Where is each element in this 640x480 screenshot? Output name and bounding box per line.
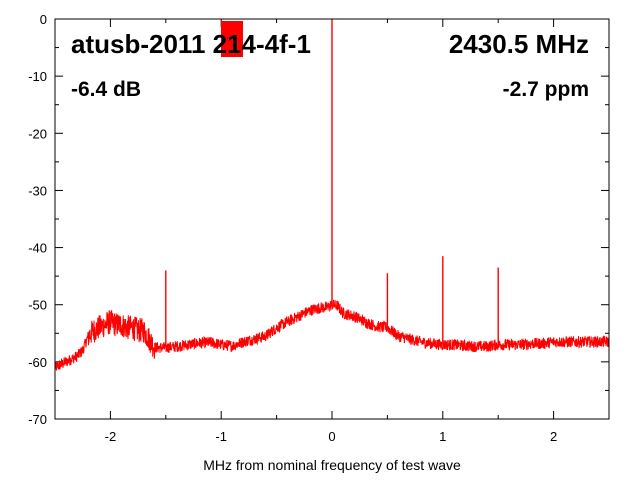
tick-labels: 0-10-20-30-40-50-60-70-2 -1 0 1 2: [28, 12, 557, 444]
plot-frame: [54, 18, 610, 420]
title-marker: [221, 21, 243, 57]
series-layer: [54, 19, 610, 371]
x-axis-label: MHz from nominal frequency of test wave: [203, 457, 461, 473]
x-tick-label: -1: [215, 429, 227, 444]
power-label: -6.4 dB: [71, 78, 141, 101]
y-tick-label: -60: [28, 355, 47, 370]
y-tick-label: -20: [28, 126, 47, 141]
series-line: [54, 299, 610, 371]
y-tick-label: -70: [28, 412, 47, 427]
y-tick-label: -40: [28, 241, 47, 256]
chart-title: atusb-2011 214-4f-1: [71, 29, 311, 59]
frequency-label: 2430.5 MHz: [449, 29, 589, 59]
y-tick-label: -10: [28, 69, 47, 84]
y-tick-label: 0: [40, 12, 47, 27]
x-tick-label: 0: [328, 429, 335, 444]
x-tick-label: -2: [105, 429, 117, 444]
x-tick-label: 1: [439, 429, 446, 444]
x-tick-label: 2: [550, 429, 557, 444]
y-tick-label: -50: [28, 298, 47, 313]
ppm-label: -2.7 ppm: [503, 78, 589, 101]
y-tick-label: -30: [28, 183, 47, 198]
